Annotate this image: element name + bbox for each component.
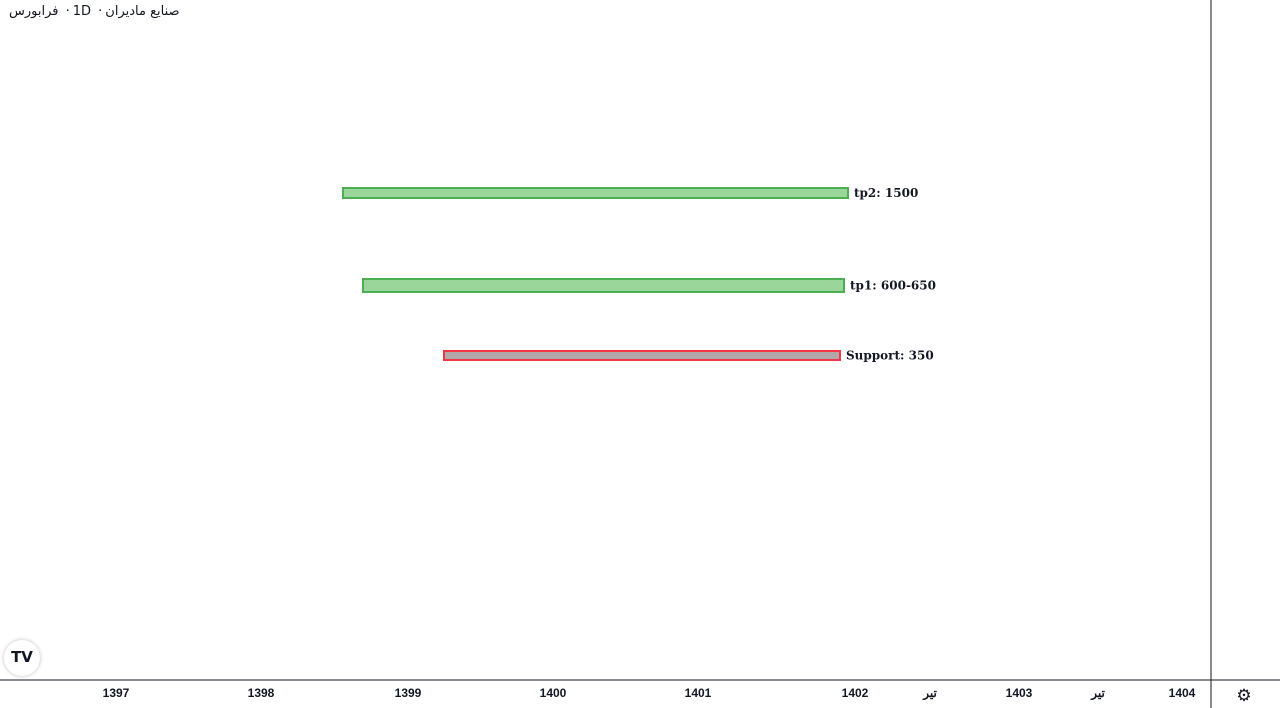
time-tick-label: 1397 bbox=[103, 686, 130, 700]
time-axis[interactable]: 1397 1398 1399 1400 1401 1402 تیر 1403 تیر 1404 bbox=[103, 686, 1196, 701]
time-tick-label: 1398 bbox=[248, 686, 275, 700]
target-zone[interactable] bbox=[342, 187, 849, 199]
zone-label: tp2: 1500 bbox=[854, 186, 918, 200]
symbol-name: صنایع مادیران bbox=[105, 4, 180, 19]
support-zone[interactable] bbox=[443, 350, 841, 361]
time-tick-label: تیر bbox=[1090, 686, 1105, 701]
time-tick-label: 1401 bbox=[685, 686, 712, 700]
tradingview-logo[interactable]: TV bbox=[4, 640, 40, 676]
time-tick-label: 1399 bbox=[395, 686, 422, 700]
exchange: فرابورس bbox=[9, 4, 59, 19]
time-tick-label: 1402 bbox=[842, 686, 869, 700]
time-tick-label: 1403 bbox=[1006, 686, 1033, 700]
time-tick-label: تیر bbox=[922, 686, 937, 701]
target-zone[interactable] bbox=[362, 278, 845, 293]
zone-label: tp1: 600-650 bbox=[850, 279, 936, 293]
gear-icon[interactable]: ⚙ bbox=[1236, 686, 1252, 706]
time-tick-label: 1404 bbox=[1169, 686, 1196, 700]
zone-label: Support: 350 bbox=[846, 349, 934, 363]
time-tick-label: 1400 bbox=[540, 686, 567, 700]
interval[interactable]: 1D bbox=[72, 4, 92, 19]
symbol-header: صنایع مادیران· 1D· فرابورس bbox=[9, 4, 180, 19]
